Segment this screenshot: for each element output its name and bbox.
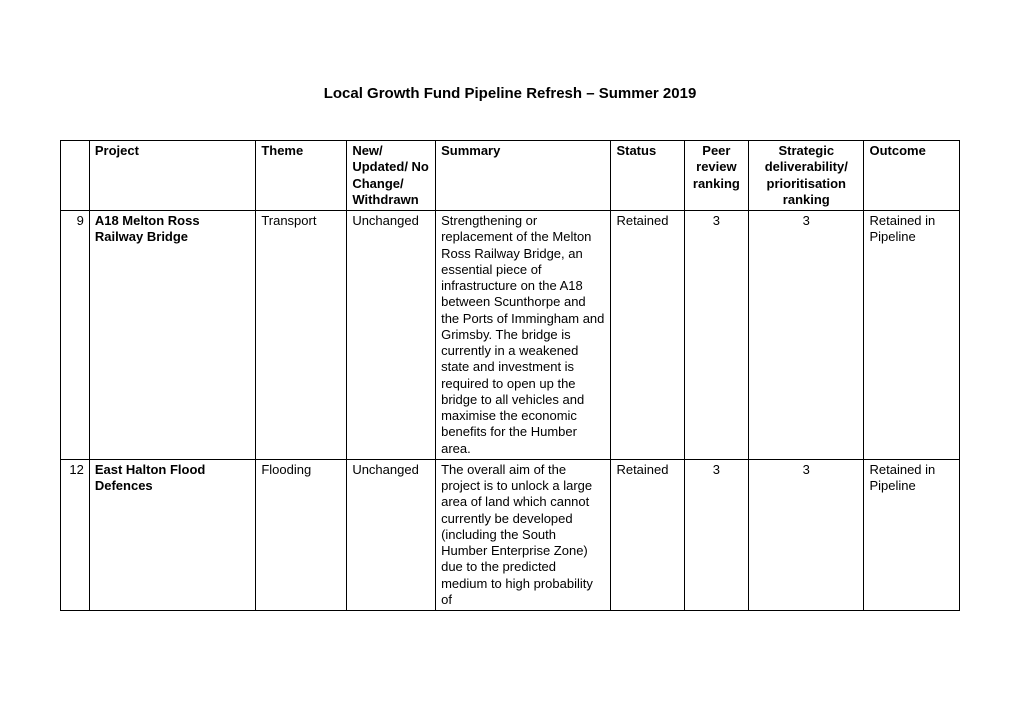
table-row: 9 A18 Melton Ross Railway Bridge Transpo… xyxy=(61,211,960,460)
cell-num: 12 xyxy=(61,459,90,610)
cell-outcome: Retained in Pipeline xyxy=(864,459,960,610)
cell-new: Unchanged xyxy=(347,211,436,460)
header-new: New/ Updated/ No Change/ Withdrawn xyxy=(347,141,436,211)
cell-theme: Flooding xyxy=(256,459,347,610)
cell-new: Unchanged xyxy=(347,459,436,610)
cell-peer: 3 xyxy=(684,459,748,610)
cell-outcome: Retained in Pipeline xyxy=(864,211,960,460)
cell-peer: 3 xyxy=(684,211,748,460)
cell-status: Retained xyxy=(611,459,684,610)
cell-status: Retained xyxy=(611,211,684,460)
header-status: Status xyxy=(611,141,684,211)
header-outcome: Outcome xyxy=(864,141,960,211)
header-peer: Peer review ranking xyxy=(684,141,748,211)
table-row: 12 East Halton Flood Defences Flooding U… xyxy=(61,459,960,610)
cell-summary: The overall aim of the project is to unl… xyxy=(436,459,611,610)
table-header-row: Project Theme New/ Updated/ No Change/ W… xyxy=(61,141,960,211)
header-summary: Summary xyxy=(436,141,611,211)
header-strategic: Strategic deliverability/ prioritisation… xyxy=(749,141,864,211)
header-project: Project xyxy=(89,141,255,211)
header-num xyxy=(61,141,90,211)
header-theme: Theme xyxy=(256,141,347,211)
cell-num: 9 xyxy=(61,211,90,460)
page-title: Local Growth Fund Pipeline Refresh – Sum… xyxy=(60,85,960,102)
cell-strategic: 3 xyxy=(749,211,864,460)
cell-summary: Strengthening or replacement of the Melt… xyxy=(436,211,611,460)
pipeline-table: Project Theme New/ Updated/ No Change/ W… xyxy=(60,140,960,611)
document-page: Local Growth Fund Pipeline Refresh – Sum… xyxy=(0,0,1020,611)
cell-theme: Transport xyxy=(256,211,347,460)
cell-project: East Halton Flood Defences xyxy=(89,459,255,610)
cell-strategic: 3 xyxy=(749,459,864,610)
cell-project: A18 Melton Ross Railway Bridge xyxy=(89,211,255,460)
